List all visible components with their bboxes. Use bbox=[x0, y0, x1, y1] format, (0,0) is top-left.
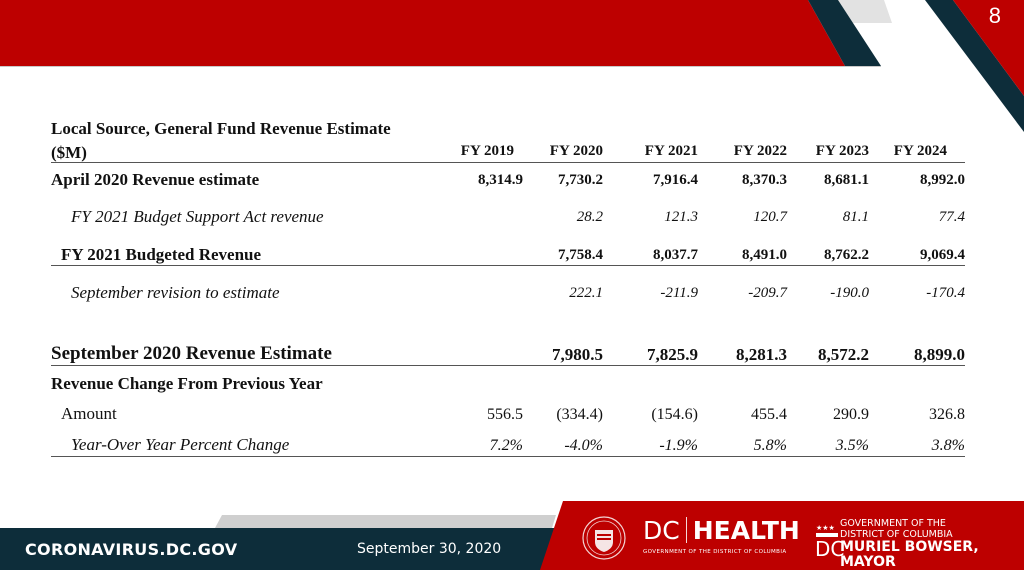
table-bottom-rule bbox=[51, 456, 965, 457]
row-value: 8,314.9 bbox=[478, 172, 523, 188]
footer-red-panel bbox=[540, 501, 1024, 570]
row-label: FY 2021 Budgeted Revenue bbox=[61, 245, 262, 264]
row-value: 5.8% bbox=[753, 436, 787, 454]
header-navy-stripe bbox=[808, 0, 881, 66]
row-value: 120.7 bbox=[753, 209, 787, 225]
row-label: September 2020 Revenue Estimate bbox=[51, 343, 332, 364]
row-value: 9,069.4 bbox=[920, 247, 965, 263]
row-label: September revision to estimate bbox=[71, 283, 280, 302]
row-value: 8,572.2 bbox=[818, 345, 869, 364]
government-logo: GOVERNMENT OF THE DISTRICT OF COLUMBIA M… bbox=[840, 518, 1024, 570]
government-logo-line1: GOVERNMENT OF THE bbox=[840, 518, 946, 529]
row-value: 77.4 bbox=[938, 209, 965, 225]
header-grey-stripe bbox=[835, 0, 892, 23]
row-value: 7,825.9 bbox=[647, 345, 698, 364]
row-value: 7,980.5 bbox=[552, 345, 603, 364]
svg-text:DC: DC bbox=[815, 537, 844, 561]
year-header: FY 2019 bbox=[460, 143, 514, 159]
dc-health-logo-subtitle: GOVERNMENT OF THE DISTRICT OF COLUMBIA bbox=[643, 549, 787, 555]
budgeted-revenue-rule bbox=[51, 265, 965, 266]
september-estimate-rule bbox=[51, 365, 965, 366]
corner-red-triangle bbox=[953, 0, 1024, 96]
table-title-line1: Local Source, General Fund Revenue Estim… bbox=[51, 119, 391, 138]
row-value: 3.8% bbox=[931, 436, 965, 454]
row-value: 222.1 bbox=[569, 285, 603, 301]
row-value: 8,281.3 bbox=[736, 345, 787, 364]
dc-health-logo-right: HEALTH bbox=[692, 516, 800, 545]
row-label: Revenue Change From Previous Year bbox=[51, 374, 323, 393]
footer-date: September 30, 2020 bbox=[357, 541, 502, 557]
row-value: -211.9 bbox=[660, 285, 698, 301]
year-header: FY 2024 bbox=[893, 143, 947, 159]
year-header: FY 2020 bbox=[549, 143, 603, 159]
row-label: FY 2021 Budget Support Act revenue bbox=[71, 207, 324, 226]
dc-health-logo: DC HEALTH bbox=[643, 517, 800, 545]
corner-navy-stripe bbox=[925, 0, 1024, 132]
table-title-line2: ($M) bbox=[51, 143, 87, 162]
header-rule bbox=[51, 162, 965, 163]
svg-text:★★★: ★★★ bbox=[816, 524, 835, 532]
row-value: 7,758.4 bbox=[558, 247, 603, 263]
year-header: FY 2023 bbox=[815, 143, 869, 159]
footer-grey-stripe bbox=[215, 515, 556, 528]
row-value: -170.4 bbox=[926, 285, 965, 301]
dc-health-logo-left: DC bbox=[643, 516, 680, 545]
year-header: FY 2022 bbox=[733, 143, 787, 159]
row-value: 290.9 bbox=[833, 405, 869, 423]
row-value: (334.4) bbox=[556, 405, 603, 423]
row-value: 8,992.0 bbox=[920, 172, 965, 188]
row-value: 455.4 bbox=[751, 405, 787, 423]
page-number: 8 bbox=[988, 3, 1001, 28]
dc-seal-icon bbox=[582, 516, 626, 560]
row-value: 8,899.0 bbox=[914, 345, 965, 364]
row-label: Year-Over Year Percent Change bbox=[71, 435, 290, 454]
we-are-dc-icon: ★★★ DC bbox=[815, 524, 844, 561]
row-value: 81.1 bbox=[842, 209, 869, 225]
row-value: 8,762.2 bbox=[824, 247, 869, 263]
row-value: 7,730.2 bbox=[558, 172, 603, 188]
row-label: Amount bbox=[61, 404, 117, 423]
row-value: 8,370.3 bbox=[742, 172, 787, 188]
row-value: 556.5 bbox=[487, 405, 523, 423]
header-red-band bbox=[0, 0, 845, 66]
row-value: (154.6) bbox=[651, 405, 698, 423]
row-value: 8,681.1 bbox=[824, 172, 869, 188]
row-value: 8,037.7 bbox=[653, 247, 698, 263]
footer-website[interactable]: CORONAVIRUS.DC.GOV bbox=[25, 540, 238, 559]
row-value: -190.0 bbox=[830, 285, 869, 301]
government-logo-line2: DISTRICT OF COLUMBIA bbox=[840, 528, 953, 540]
row-value: 7,916.4 bbox=[653, 172, 698, 188]
row-value: 28.2 bbox=[576, 209, 603, 225]
row-value: 326.8 bbox=[929, 405, 965, 423]
row-value: -1.9% bbox=[659, 436, 698, 454]
row-value: 8,491.0 bbox=[742, 247, 787, 263]
row-label: April 2020 Revenue estimate bbox=[51, 170, 260, 189]
row-value: 7.2% bbox=[489, 436, 523, 454]
government-logo-line3: MURIEL BOWSER, MAYOR bbox=[840, 539, 979, 570]
logo-divider bbox=[685, 517, 687, 543]
row-value: 121.3 bbox=[664, 209, 698, 225]
row-value: -4.0% bbox=[564, 436, 603, 454]
row-value: -209.7 bbox=[748, 285, 787, 301]
year-header: FY 2021 bbox=[644, 143, 698, 159]
row-value: 3.5% bbox=[835, 436, 869, 454]
